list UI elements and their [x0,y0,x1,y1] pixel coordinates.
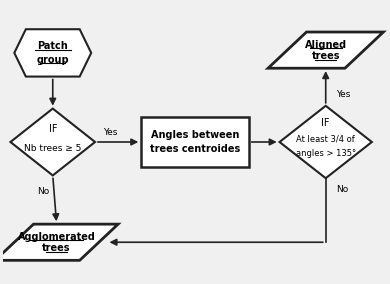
Text: Patch: Patch [37,41,68,51]
Text: At least 3/4 of: At least 3/4 of [296,135,355,144]
Polygon shape [14,29,91,77]
Text: trees centroides: trees centroides [150,144,240,154]
Text: No: No [337,185,349,194]
Text: IF: IF [321,118,330,128]
Text: Nb trees ≥ 5: Nb trees ≥ 5 [24,145,82,153]
Polygon shape [0,224,118,260]
Text: No: No [37,187,49,196]
Text: trees: trees [43,243,71,253]
Text: IF: IF [48,124,57,134]
Text: Yes: Yes [103,128,118,137]
Text: Angles between: Angles between [151,130,239,140]
Text: Agglomerated: Agglomerated [18,232,96,242]
Polygon shape [11,108,95,176]
Bar [141,117,249,167]
Polygon shape [280,106,372,178]
Polygon shape [268,32,383,68]
Text: angles > 135°: angles > 135° [296,149,356,158]
Text: Aligned: Aligned [305,39,347,49]
Text: group: group [36,55,69,65]
Text: trees: trees [312,51,340,61]
Text: Yes: Yes [337,90,351,99]
